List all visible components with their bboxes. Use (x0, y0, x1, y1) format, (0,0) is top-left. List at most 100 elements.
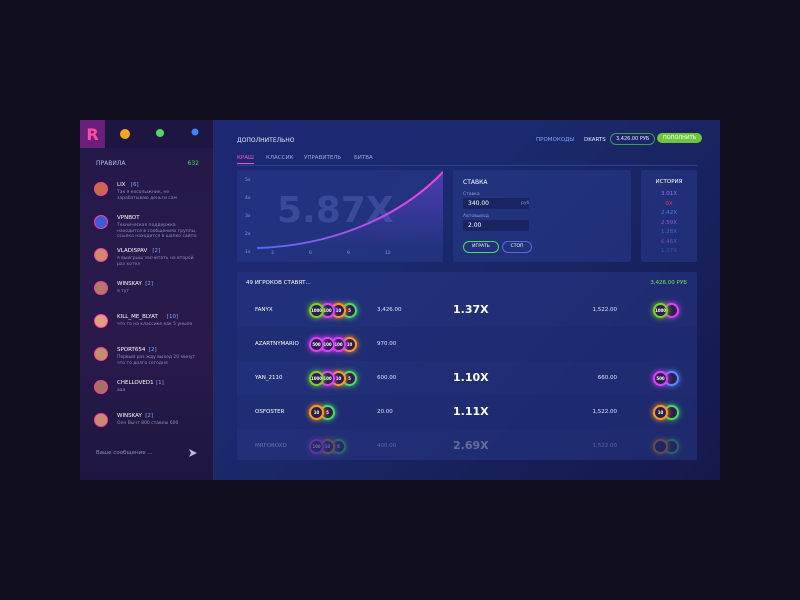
game-tab[interactable]: БИТВА (354, 155, 373, 161)
player-name[interactable]: AZARTNYMARIO (255, 341, 299, 347)
graph-y-label: 1x (245, 250, 251, 255)
online-count: 632 (187, 160, 199, 167)
game-tab[interactable]: УПРАВИТЕЛЬ (304, 155, 342, 161)
bet-amount: 400.00 (377, 443, 397, 449)
chip (653, 438, 668, 454)
bet-label: Ставка (463, 192, 480, 197)
username[interactable]: DKARTS (584, 137, 606, 143)
player-name[interactable]: OSFOSTER (255, 409, 285, 415)
avatar (94, 314, 108, 328)
bet-panel: СТАВКА Ставка 340.00 руб Автовывод 2.00 … (453, 170, 631, 262)
chip: 500 (309, 336, 324, 352)
chip: 1000 (309, 302, 324, 318)
players-panel: 49 ИГРОКОВ СТАВЯТ... 3,426.00 РУБ FANYX 1… (237, 272, 697, 460)
chat-text: я тут (117, 289, 130, 294)
player-name[interactable]: MRFOBOXD (255, 443, 287, 449)
chat-name[interactable]: VPNBOT (117, 215, 140, 221)
avatar (94, 248, 108, 262)
chat-name[interactable]: VLADISPAV (117, 248, 148, 254)
history-item: 2.42X (660, 210, 677, 216)
history-item: 1.28X (660, 229, 677, 235)
deposit-button[interactable]: ПОПОЛНИТЬ (657, 133, 703, 143)
graph-x-label: 3 (271, 251, 274, 256)
promo-link[interactable]: ПРОМОКОДЫ (536, 137, 575, 143)
tab-icons (120, 128, 199, 139)
send-icon[interactable] (188, 448, 198, 458)
play-button[interactable]: ИГРАТЬ (463, 241, 499, 253)
players-total: 3,426.00 РУБ (650, 280, 687, 286)
chat-name[interactable]: LIX (117, 182, 126, 188)
bet-title: СТАВКА (463, 179, 488, 186)
chat-name[interactable]: CHELLOVED1 (117, 380, 154, 386)
chat-level: [2] (145, 413, 153, 419)
menu[interactable]: ДОПОЛНИТЕЛЬНО (237, 137, 295, 144)
multiplier: 2.69X (453, 439, 489, 452)
chat-text: Техническая поддержка находится в сообще… (117, 223, 198, 239)
bet-amount: 20.00 (377, 409, 393, 415)
history-panel: ИСТОРИЯ 3.01X 0X 2.42X 2.59X 1.28X 6.46X 1.37X (641, 170, 697, 262)
history-title: ИСТОРИЯ (655, 179, 683, 185)
graph-panel: 5.87X 5x 4x 3x 2x 1x 3 6 9 12 (237, 170, 443, 262)
chat-level: [6] (130, 182, 139, 188)
chip: 100 (309, 438, 324, 454)
avatar (94, 413, 108, 427)
graph-x-label: 6 (309, 251, 312, 256)
game-tab[interactable]: КЛАССИК (266, 155, 294, 161)
graph-y-label: 3x (245, 214, 251, 219)
bet-input[interactable]: 340.00 (463, 198, 529, 209)
win-amount: 1,522.00 (592, 409, 618, 415)
player-row: MRFOBOXD 100 10 5 400.00 2.69X 1,522.00 (237, 429, 697, 460)
chat-text: что то на классике как 5 уныло (117, 322, 193, 327)
chat-name[interactable]: WINSKAY (117, 281, 142, 287)
chip: 500 (653, 370, 668, 386)
chip: 10 (331, 302, 346, 318)
player-row: AZARTNYMARIO 500 100 100 10 970.00 (237, 327, 697, 361)
chat-name[interactable]: WINSKAY (117, 413, 142, 419)
chat-text: Первый раз жду выход 20 минут что то дол… (117, 355, 196, 366)
chat-text: Олн Вычт 800 ставлю 600 (117, 421, 179, 426)
player-name[interactable]: FANYX (255, 307, 273, 313)
stop-button[interactable]: СТОП (502, 241, 532, 253)
graph-y-label: 2x (245, 232, 251, 237)
win-amount: 1,522.00 (592, 443, 618, 449)
history-item: 6.46X (660, 238, 677, 245)
players-tab-icon[interactable] (156, 129, 164, 137)
win-amount: 1,522.00 (592, 307, 618, 313)
chat-name[interactable]: SPORT654 (117, 347, 146, 353)
rules-link[interactable]: ПРАВИЛА (96, 160, 126, 167)
avatar (94, 182, 108, 196)
player-name[interactable]: YAN_2110 (255, 375, 283, 381)
win-amount: 660.00 (597, 375, 617, 381)
chat-text: Так я косолыжник, не зарабатываю деньги … (117, 190, 177, 201)
multiplier: 1.37X (453, 303, 489, 316)
chat-text: я выигрыш засчитать на второй раз хотел (117, 256, 194, 267)
multiplier: 1.11X (453, 405, 489, 418)
graph-y-label: 4x (245, 196, 251, 201)
currency: руб (521, 201, 530, 206)
graph-x-label: 12 (385, 251, 391, 256)
profile-tab-icon[interactable] (191, 128, 199, 136)
chip: 10 (320, 438, 335, 454)
avatar (94, 215, 108, 229)
bet-amount: 600.00 (377, 375, 397, 381)
bet-amount: 3,426.00 (377, 307, 402, 313)
app: R ПРАВИЛА 632 LIX [6] Так я косолыжник, не… (80, 120, 720, 480)
chip: 10 (653, 404, 668, 420)
graph-y-label: 5x (245, 178, 251, 183)
message-input[interactable]: Ваше сообщение ... (96, 450, 153, 456)
chat-tab-icon[interactable] (120, 129, 130, 139)
players-title: 49 ИГРОКОВ СТАВЯТ... (246, 280, 311, 286)
auto-label: Автовывод (463, 214, 489, 219)
sidebar: R ПРАВИЛА 632 LIX [6] Так я косолыжник, не… (80, 120, 214, 480)
balance: 3,426.00 РУБ (610, 133, 656, 145)
game-tab[interactable]: КРАШ (237, 155, 254, 164)
chat-level: [2] (152, 248, 161, 254)
auto-input[interactable]: 2.00 (463, 220, 529, 231)
chat-level: [1] (156, 380, 164, 386)
chip: 10 (331, 370, 346, 386)
history-item: 2.59X (660, 219, 677, 226)
chat-name[interactable]: KILL_ME_BLYAT (117, 314, 158, 320)
chat-text: ааа (117, 388, 126, 393)
avatar (94, 281, 108, 295)
